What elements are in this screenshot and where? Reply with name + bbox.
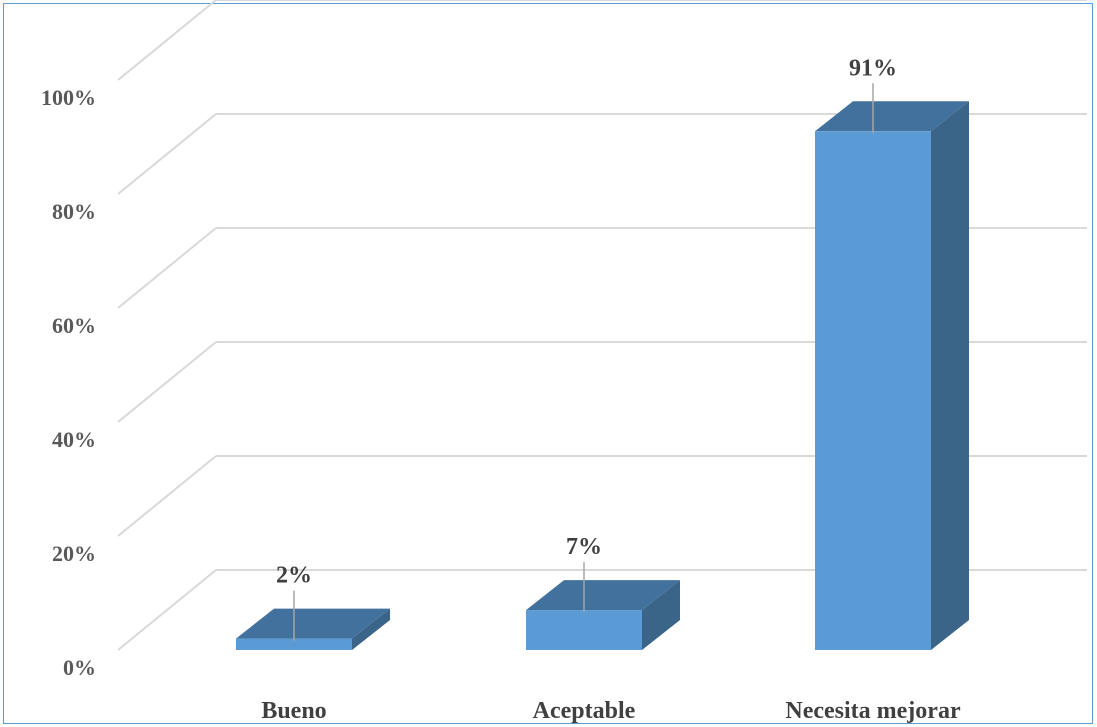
bar-bueno: 2%: [236, 563, 390, 650]
y-tick-label: 60%: [52, 313, 96, 338]
chart-frame: [3, 3, 1093, 724]
bar-front: [815, 131, 931, 651]
y-tick-label: 20%: [52, 541, 96, 566]
gridline-diagonal: [117, 569, 217, 651]
x-axis: Bueno Aceptable Necesita mejorar: [261, 698, 961, 724]
bar-top: [815, 101, 969, 132]
bar-side: [642, 580, 680, 650]
gridline-diagonal: [117, 0, 217, 81]
x-category-label: Necesita mejorar: [785, 698, 961, 724]
data-label: 91%: [849, 55, 897, 81]
bar-top: [526, 580, 680, 611]
bar-aceptable: 7%: [526, 534, 680, 650]
data-label: 2%: [276, 563, 312, 589]
gridline-diagonal: [117, 455, 217, 537]
x-category-label: Bueno: [261, 698, 326, 724]
bar-top: [236, 608, 390, 639]
bar-front: [236, 638, 352, 650]
y-tick-label: 80%: [52, 199, 96, 224]
y-tick-label: 40%: [52, 427, 96, 452]
gridline-diagonal: [117, 341, 217, 423]
y-tick-label: 0%: [63, 655, 96, 680]
y-tick-label: 100%: [41, 85, 96, 110]
data-label: 7%: [566, 534, 602, 560]
bar-front: [526, 610, 642, 650]
gridline-diagonal: [117, 113, 217, 195]
bar-side: [931, 101, 969, 651]
bars: 2% 7% 91%: [236, 55, 969, 651]
y-axis: 0% 20% 40% 60% 80% 100%: [41, 85, 96, 680]
x-category-label: Aceptable: [533, 698, 636, 724]
bar-necesita-mejorar: 91%: [815, 55, 969, 651]
gridline-diagonal: [117, 227, 217, 309]
bar-side: [352, 608, 390, 650]
